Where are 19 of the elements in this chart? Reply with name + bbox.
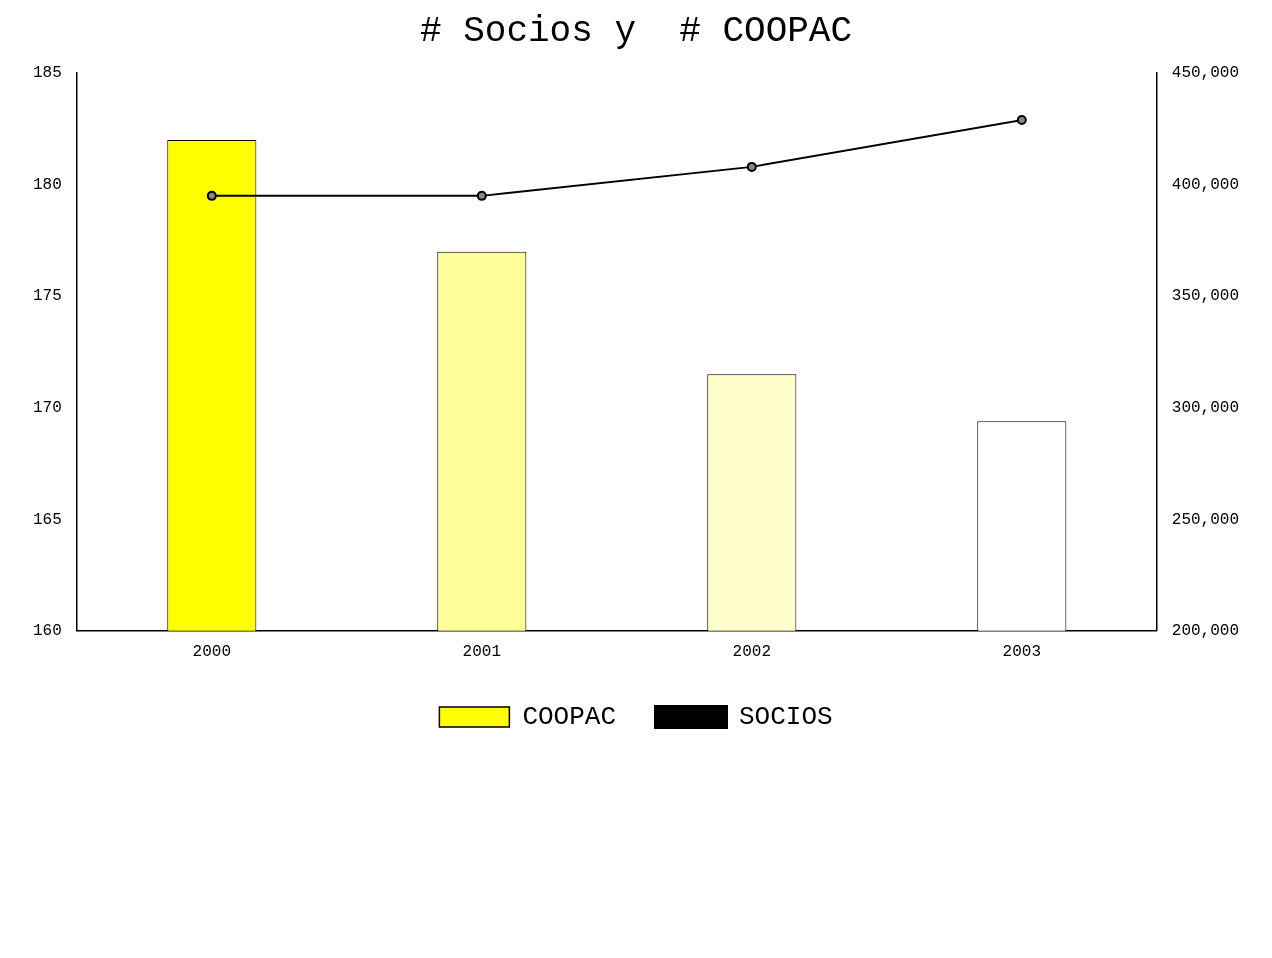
legend-label: SOCIOS <box>739 701 833 732</box>
y2-tick-label: 250,000 <box>1171 510 1240 529</box>
x-tick-label: 2000 <box>192 642 232 661</box>
y-tick-label: 160 <box>32 622 62 641</box>
legend-label: COOPAC <box>522 701 617 732</box>
y2-tick-label: 300,000 <box>1171 398 1240 417</box>
y-tick-label: 180 <box>32 175 62 194</box>
chart-title: # Socios y # COOPAC <box>419 11 853 53</box>
x-tick-label: 2003 <box>1002 642 1041 661</box>
y-tick-label: 185 <box>32 64 62 83</box>
x-tick-label: 2002 <box>732 642 771 661</box>
y2-tick-label: 200,000 <box>1171 622 1240 641</box>
y-tick-label: 165 <box>32 510 62 529</box>
y-tick-label: 175 <box>32 287 62 306</box>
y2-tick-label: 350,000 <box>1171 287 1240 306</box>
x-tick-label: 2001 <box>462 642 501 661</box>
y2-tick-label: 450,000 <box>1171 64 1240 83</box>
y2-tick-label: 400,000 <box>1171 175 1240 194</box>
y-tick-label: 170 <box>32 398 62 417</box>
